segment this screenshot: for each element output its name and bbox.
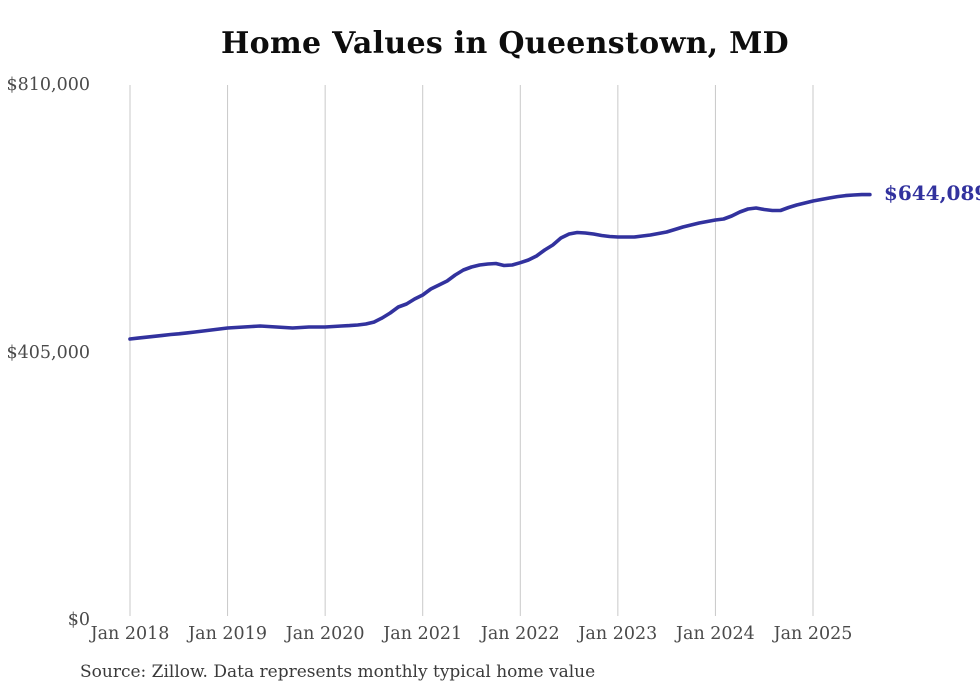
gridlines bbox=[129, 85, 814, 616]
chart-title: Home Values in Queenstown, MD bbox=[220, 26, 789, 61]
source-note: Source: Zillow. Data represents monthly … bbox=[80, 662, 596, 682]
x-axis-tick-label: Jan 2023 bbox=[578, 624, 658, 644]
x-axis-tick-label: Jan 2024 bbox=[676, 624, 755, 644]
x-axis-tick-label: Jan 2020 bbox=[285, 624, 365, 644]
x-axis-tick-label: Jan 2019 bbox=[188, 624, 267, 644]
x-axis-tick-label: Jan 2025 bbox=[773, 624, 853, 644]
x-axis-tick-label: Jan 2018 bbox=[90, 624, 170, 644]
x-axis-tick-label: Jan 2022 bbox=[480, 624, 560, 644]
y-axis-tick-label: $0 bbox=[67, 610, 90, 630]
y-axis-tick-label: $405,000 bbox=[6, 342, 90, 363]
x-axis-tick-label: Jan 2021 bbox=[383, 624, 463, 644]
home-value-line bbox=[128, 192, 872, 341]
line-end-value-label: $644,089 bbox=[883, 180, 980, 205]
y-axis-tick-label: $810,000 bbox=[6, 75, 90, 95]
